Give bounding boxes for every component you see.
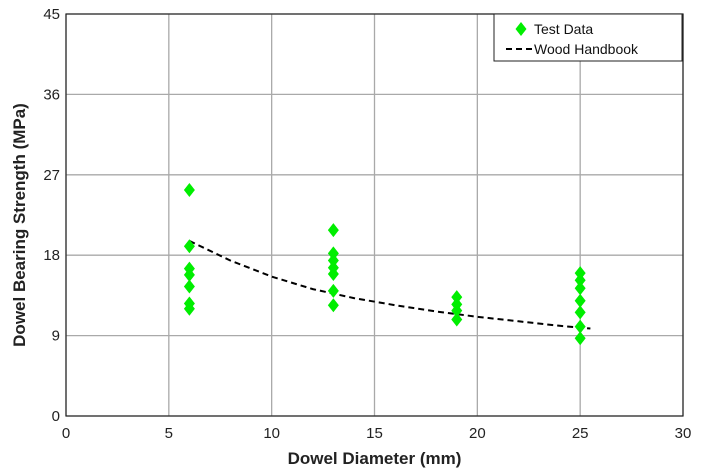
wood-handbook-line (188, 239, 591, 330)
x-tick-labels: 0 5 10 15 20 25 30 (62, 425, 692, 442)
test-data-point (574, 293, 586, 308)
x-tick-label: 0 (62, 425, 70, 442)
y-tick-label: 45 (43, 6, 60, 23)
test-data-point (451, 290, 463, 305)
test-data-point (183, 182, 195, 197)
legend: Test Data Wood Handbook (493, 13, 683, 62)
x-tick-label: 15 (366, 425, 383, 442)
test-data-point (574, 305, 586, 320)
test-data-point (451, 312, 463, 327)
legend-label-test-data: Test Data (534, 21, 593, 37)
x-tick-label: 5 (165, 425, 173, 442)
y-tick-label: 0 (52, 408, 60, 425)
test-data-point (574, 266, 586, 281)
legend-box (493, 13, 683, 62)
x-tick-label: 20 (469, 425, 486, 442)
y-tick-label: 9 (52, 328, 60, 345)
y-axis-label: Dowel Bearing Strength (MPa) (10, 103, 29, 347)
y-tick-label: 27 (43, 167, 60, 184)
plot-frame (65, 13, 684, 417)
test-data-point (574, 319, 586, 334)
test-data-point (327, 283, 339, 298)
test-data-point (574, 281, 586, 296)
y-tick-label: 36 (43, 86, 60, 103)
legend-label-wood-handbook: Wood Handbook (534, 41, 639, 57)
test-data-point (451, 303, 463, 318)
x-tick-label: 30 (675, 425, 692, 442)
test-data-series (183, 182, 586, 346)
test-data-point (183, 279, 195, 294)
wood-handbook-series (188, 239, 591, 330)
test-data-point (327, 298, 339, 313)
y-tick-labels: 0 9 18 27 36 45 (43, 6, 60, 425)
x-tick-label: 25 (572, 425, 589, 442)
x-axis-label: Dowel Diameter (mm) (288, 449, 462, 468)
test-data-point (183, 267, 195, 282)
test-data-point (183, 239, 195, 254)
y-tick-label: 18 (43, 247, 60, 264)
test-data-point (183, 301, 195, 316)
legend-marker-test-data (515, 22, 527, 36)
test-data-point (327, 246, 339, 261)
test-data-point (327, 223, 339, 238)
test-data-point (574, 331, 586, 346)
test-data-point (327, 253, 339, 268)
x-tick-label: 10 (263, 425, 280, 442)
test-data-point (327, 266, 339, 281)
test-data-point (574, 273, 586, 288)
